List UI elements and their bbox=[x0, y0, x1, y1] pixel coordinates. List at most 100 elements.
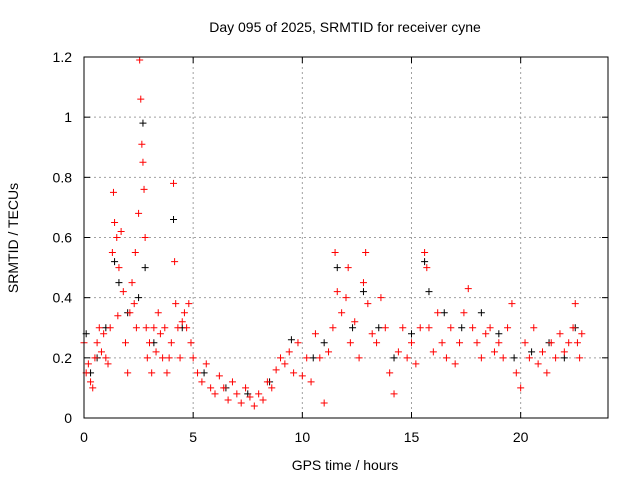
data-point bbox=[517, 384, 525, 392]
data-point bbox=[185, 300, 193, 308]
data-point bbox=[547, 339, 555, 347]
data-point bbox=[294, 339, 302, 347]
data-point bbox=[156, 330, 164, 338]
y-tick-label: 0.8 bbox=[53, 169, 73, 185]
data-point bbox=[200, 369, 208, 377]
data-point bbox=[170, 179, 178, 187]
data-point bbox=[290, 369, 298, 377]
plot-frame bbox=[83, 56, 609, 419]
data-point bbox=[174, 324, 182, 332]
data-point bbox=[560, 354, 568, 362]
data-point bbox=[381, 324, 389, 332]
data-point bbox=[512, 369, 520, 377]
data-point bbox=[508, 300, 516, 308]
data-point bbox=[255, 390, 263, 398]
data-point bbox=[242, 384, 250, 392]
data-point bbox=[115, 264, 123, 272]
y-tick-label: 1 bbox=[64, 109, 72, 125]
data-point bbox=[442, 354, 450, 362]
series-black bbox=[82, 119, 579, 398]
data-point bbox=[167, 339, 175, 347]
data-point bbox=[89, 384, 97, 392]
data-point bbox=[311, 330, 319, 338]
data-point bbox=[250, 402, 258, 410]
data-point bbox=[477, 309, 485, 317]
data-point bbox=[530, 324, 538, 332]
data-point bbox=[281, 360, 289, 368]
data-point bbox=[187, 339, 195, 347]
data-point bbox=[423, 264, 431, 272]
data-point bbox=[268, 384, 276, 392]
data-point bbox=[349, 324, 357, 332]
data-point bbox=[136, 56, 144, 64]
data-point bbox=[534, 360, 542, 368]
data-point bbox=[331, 249, 339, 257]
data-point bbox=[421, 249, 429, 257]
data-point bbox=[139, 119, 147, 127]
data-point bbox=[359, 288, 367, 296]
data-point bbox=[93, 339, 101, 347]
data-point bbox=[132, 324, 140, 332]
data-point bbox=[172, 300, 180, 308]
data-point bbox=[565, 339, 573, 347]
y-tick-label: 0.6 bbox=[53, 230, 73, 246]
data-point bbox=[207, 384, 215, 392]
data-point bbox=[111, 218, 119, 226]
data-point bbox=[102, 354, 110, 362]
y-tick-label: 0.2 bbox=[53, 350, 73, 366]
data-point bbox=[194, 369, 202, 377]
data-point bbox=[495, 330, 503, 338]
data-point bbox=[131, 249, 139, 257]
data-point bbox=[390, 390, 398, 398]
data-point bbox=[176, 354, 184, 362]
data-point bbox=[119, 288, 127, 296]
data-point bbox=[576, 354, 584, 362]
x-tick-label: 0 bbox=[80, 429, 88, 445]
data-point bbox=[490, 348, 498, 356]
data-point bbox=[359, 279, 367, 287]
data-point bbox=[307, 378, 315, 386]
data-point bbox=[115, 279, 123, 287]
data-point bbox=[139, 158, 147, 166]
data-point bbox=[148, 369, 156, 377]
data-point bbox=[189, 354, 197, 362]
x-tick-label: 5 bbox=[189, 429, 197, 445]
data-point bbox=[126, 309, 134, 317]
data-point bbox=[578, 330, 586, 338]
data-point bbox=[95, 324, 103, 332]
data-point bbox=[233, 390, 241, 398]
data-point bbox=[285, 348, 293, 356]
data-point bbox=[440, 309, 448, 317]
data-point bbox=[140, 185, 148, 193]
data-point bbox=[320, 339, 328, 347]
data-point bbox=[259, 396, 267, 404]
x-axis-label: GPS time / hours bbox=[292, 457, 399, 473]
data-point bbox=[434, 309, 442, 317]
data-point bbox=[277, 354, 284, 362]
data-point bbox=[458, 324, 466, 332]
data-point bbox=[377, 294, 385, 302]
x-tick-label: 15 bbox=[404, 429, 420, 445]
data-point bbox=[364, 300, 372, 308]
data-point bbox=[146, 339, 153, 347]
data-point bbox=[224, 396, 232, 404]
data-point bbox=[91, 354, 99, 362]
data-point bbox=[403, 354, 411, 362]
data-point bbox=[394, 348, 402, 356]
y-tick-label: 0 bbox=[64, 410, 72, 426]
data-point bbox=[373, 339, 381, 347]
data-point bbox=[117, 227, 125, 235]
y-tick-label: 0.4 bbox=[53, 290, 73, 306]
data-point bbox=[504, 324, 512, 332]
data-point bbox=[425, 324, 433, 332]
data-point bbox=[473, 339, 481, 347]
data-point bbox=[525, 354, 533, 362]
data-point bbox=[202, 360, 210, 368]
data-point bbox=[528, 348, 536, 356]
data-point bbox=[104, 360, 112, 368]
data-point bbox=[342, 294, 350, 302]
data-point bbox=[298, 372, 306, 380]
data-point bbox=[143, 354, 151, 362]
grid bbox=[84, 57, 608, 418]
data-point bbox=[163, 369, 171, 377]
